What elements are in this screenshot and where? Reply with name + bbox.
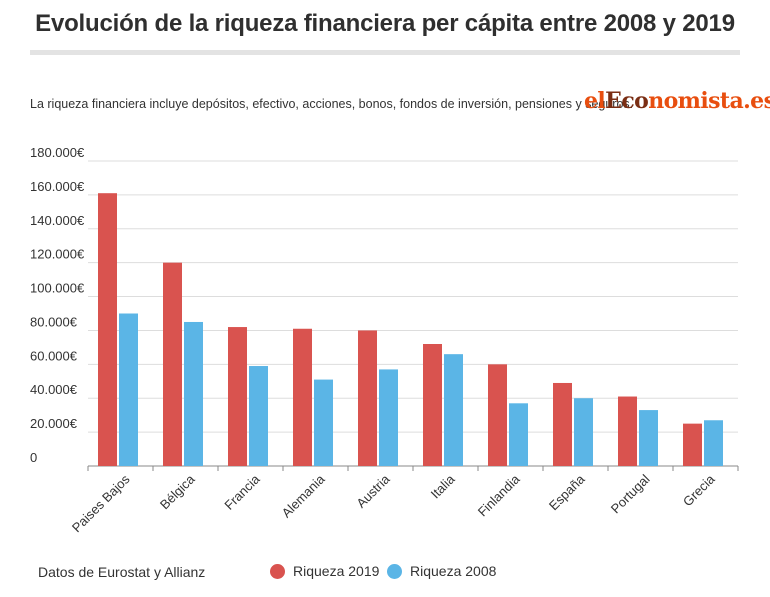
bar-2019: [358, 330, 377, 466]
bar-2019: [228, 327, 247, 466]
y-tick-label: 80.000€: [30, 314, 78, 329]
bar-2008: [574, 398, 593, 466]
legend-item-2008: Riqueza 2008: [387, 563, 496, 579]
y-tick-label: 140.000€: [30, 213, 85, 228]
x-tick-label: Paises Bajos: [69, 471, 133, 535]
y-tick-label: 180.000€: [30, 145, 85, 160]
y-tick-label: 60.000€: [30, 348, 78, 363]
bar-2008: [704, 420, 723, 466]
y-tick-label: 0: [30, 450, 37, 465]
x-tick-label: Italia: [428, 471, 459, 502]
x-tick-label: Portugal: [608, 471, 653, 516]
x-tick-label: Finlandia: [475, 471, 523, 519]
bar-2019: [618, 396, 637, 466]
y-tick-label: 40.000€: [30, 382, 78, 397]
y-tick-label: 20.000€: [30, 416, 78, 431]
bar-2019: [423, 344, 442, 466]
bar-2008: [314, 379, 333, 466]
bar-2019: [683, 423, 702, 466]
x-tick-label: Francia: [221, 471, 263, 513]
bar-2008: [444, 354, 463, 466]
bar-2019: [98, 193, 117, 466]
legend-label-2019: Riqueza 2019: [293, 563, 380, 579]
bar-2008: [639, 410, 658, 466]
y-tick-label: 100.000€: [30, 281, 85, 296]
bar-2019: [488, 364, 507, 466]
bar-2008: [249, 366, 268, 466]
x-tick-label: Grecia: [680, 471, 718, 509]
eleconomista-logo: elEconomista.es: [584, 88, 770, 114]
legend-swatch-2019: [270, 563, 285, 579]
legend-item-2019: Riqueza 2019: [270, 563, 379, 579]
legend-swatch-2008: [387, 563, 402, 579]
legend-label-2008: Riqueza 2008: [410, 563, 497, 579]
x-tick-label: España: [546, 471, 588, 513]
bar-2008: [379, 369, 398, 466]
bar-2019: [293, 328, 312, 466]
bar-2008: [509, 403, 528, 466]
title-divider: [30, 50, 740, 55]
bar-2008: [119, 313, 138, 466]
chart-subtitle: La riqueza financiera incluye depósitos,…: [30, 97, 634, 111]
bar-2019: [553, 382, 572, 466]
x-tick-label: Bélgica: [157, 471, 198, 512]
x-tick-label: Alemania: [279, 471, 328, 520]
x-tick-label: Austria: [353, 471, 393, 511]
source-note: Datos de Eurostat y Allianz: [38, 564, 206, 580]
y-tick-label: 120.000€: [30, 247, 85, 262]
y-tick-label: 160.000€: [30, 179, 85, 194]
chart-title: Evolución de la riqueza financiera per c…: [35, 10, 735, 37]
bar-2019: [163, 262, 182, 466]
bar-2008: [184, 321, 203, 466]
